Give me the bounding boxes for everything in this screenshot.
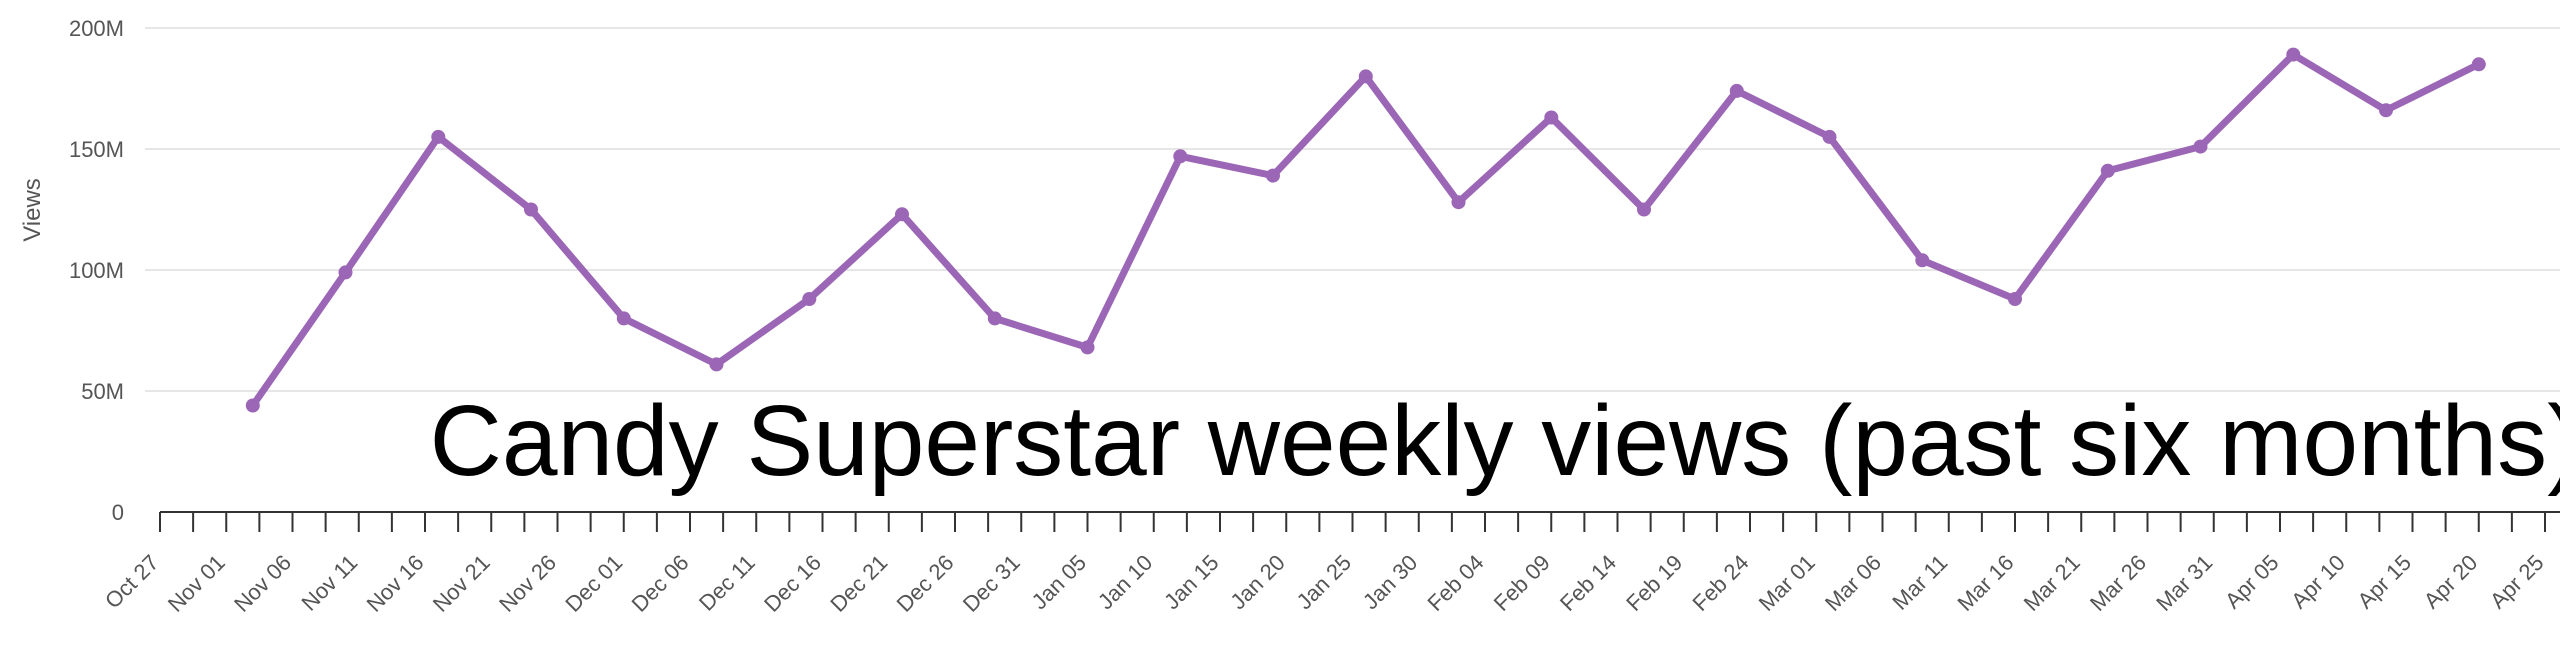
x-tick-label: Apr 10 (2286, 550, 2350, 614)
data-point (245, 398, 260, 413)
data-point (1915, 253, 1930, 268)
x-tick-label: Nov 26 (494, 550, 561, 617)
data-point (1080, 340, 1095, 355)
x-tick-label: Jan 30 (1358, 550, 1422, 614)
gridlines (145, 27, 2560, 392)
x-tick-label: Nov 16 (362, 550, 429, 617)
data-point (1637, 202, 1651, 217)
data-point (895, 207, 909, 222)
data-point (338, 265, 353, 280)
x-axis: Oct 27 Nov 01 Nov 06 Nov 11 Nov 16 Nov 21 Nov … (100, 511, 2560, 617)
x-tick-label: Nov 06 (229, 550, 296, 617)
data-point (802, 292, 817, 306)
data-point (1358, 69, 1373, 84)
data-point (1266, 168, 1280, 183)
x-tick-label: Jan 10 (1093, 550, 1157, 614)
data-point (1822, 129, 1837, 144)
data-point (431, 129, 446, 144)
y-axis-title: Views (19, 178, 46, 242)
series-views (245, 47, 2486, 413)
data-point (2008, 292, 2022, 306)
data-point (709, 357, 724, 372)
x-tick-label: Mar 01 (1754, 550, 1820, 616)
y-axis-ticks: 0 50M 100M 150M 200M (69, 16, 124, 525)
y-tick-label: 100M (69, 258, 124, 283)
data-point (2100, 163, 2115, 178)
x-tick-label: Dec 01 (560, 550, 627, 617)
x-tick-label: Feb 04 (1422, 550, 1488, 616)
x-tick-label: Nov 01 (163, 550, 230, 617)
series-line (249, 51, 2483, 409)
x-tick-label: Feb 19 (1621, 550, 1687, 616)
x-tick-label: Jan 25 (1292, 550, 1356, 614)
y-tick-label: 50M (81, 379, 124, 404)
data-point (1173, 149, 1188, 164)
x-tick-label: Mar 06 (1820, 550, 1886, 616)
x-tick-label: Oct 27 (100, 550, 164, 614)
x-tick-label: Dec 11 (694, 550, 760, 616)
x-tick-label: Feb 14 (1555, 550, 1621, 616)
data-point (616, 311, 631, 326)
x-tick-label: Apr 25 (2485, 550, 2549, 614)
x-tick-label: Mar 11 (1887, 550, 1952, 615)
data-point (2471, 57, 2486, 72)
data-point (1544, 110, 1559, 125)
y-tick-label: 200M (69, 16, 124, 41)
data-point (2379, 103, 2393, 118)
x-tick-label: Feb 09 (1489, 550, 1555, 616)
data-point (987, 311, 1002, 326)
x-tick-label: Apr 15 (2353, 550, 2417, 614)
x-tick-label: Dec 06 (627, 550, 694, 617)
x-tick-label: Nov 11 (296, 550, 362, 616)
data-point (2286, 47, 2301, 62)
x-tick-label: Jan 20 (1225, 550, 1289, 614)
x-tick-label: Dec 31 (958, 550, 1025, 617)
x-tick-label: Mar 26 (2085, 550, 2151, 616)
x-tick-label: Dec 16 (759, 550, 826, 617)
x-tick-label: Mar 16 (1952, 550, 2018, 616)
x-tick-label: Nov 21 (428, 550, 495, 617)
data-point (1451, 195, 1466, 210)
data-point (524, 202, 538, 217)
x-tick-label: Jan 15 (1159, 550, 1223, 614)
chart-title: Candy Superstar weekly views (past six m… (430, 385, 2560, 497)
data-point (2193, 139, 2208, 154)
x-tick-label: Apr 20 (2419, 550, 2483, 614)
y-tick-label: 150M (69, 137, 124, 162)
x-tick-label: Dec 26 (892, 550, 959, 617)
x-tick-label: Mar 21 (2019, 550, 2085, 616)
x-tick-label: Apr 05 (2220, 550, 2284, 614)
x-tick-label: Jan 05 (1027, 550, 1091, 614)
x-tick-label: Feb 24 (1687, 550, 1753, 616)
data-point (1729, 83, 1744, 98)
x-tick-label: Dec 21 (825, 550, 892, 617)
x-tick-label: Mar 31 (2151, 550, 2217, 616)
y-tick-label: 0 (112, 500, 124, 525)
